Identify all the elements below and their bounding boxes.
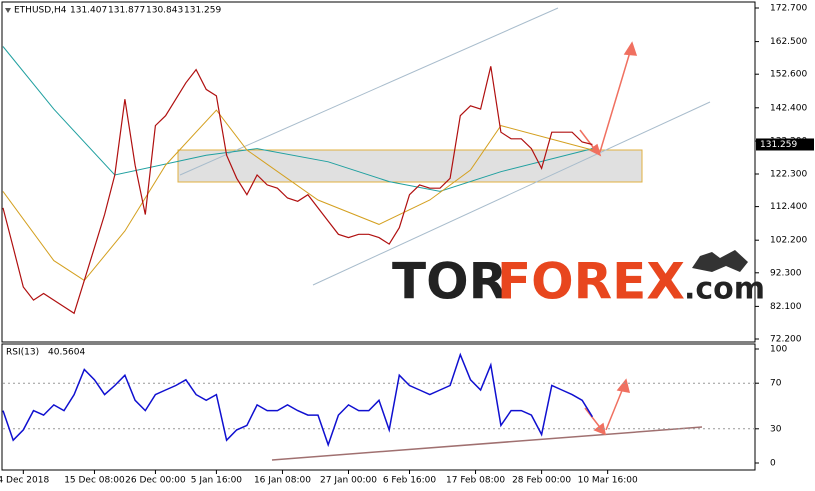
rsi-current: 40.5604	[48, 348, 85, 358]
channel-lower	[312, 101, 711, 286]
x-tick-label: 5 Jan 16:00	[191, 476, 243, 486]
y-tick-label: 142.400	[770, 103, 807, 113]
x-tick-label: 4 Dec 2018	[0, 476, 49, 486]
y-tick-label: 70	[770, 379, 782, 389]
y-tick-label: 100	[770, 345, 787, 355]
header-value: 131.259	[184, 6, 221, 16]
x-tick-label: 15 Dec 08:00	[64, 476, 125, 486]
bull-logo	[692, 250, 748, 272]
watermark: TOR FOREX .com	[392, 250, 765, 311]
y-tick-label: 0	[770, 459, 776, 469]
watermark-tor: TOR	[392, 253, 507, 311]
x-tick-label: 26 Dec 00:00	[125, 476, 186, 486]
support-zone	[177, 149, 643, 183]
header-value: 131.407	[70, 6, 107, 16]
header-value: 131.877	[108, 6, 145, 16]
header-value: 130.843	[146, 6, 183, 16]
rsi-line	[2, 352, 594, 448]
channel-upper	[179, 7, 559, 176]
menu-icon	[5, 8, 11, 13]
y-tick-label: 172.700	[770, 4, 807, 14]
symbol-title: ETHUSD,H4	[14, 6, 67, 16]
rsi-trendline	[271, 426, 703, 461]
watermark-forex: FOREX	[497, 253, 685, 311]
x-tick-label: 27 Jan 00:00	[320, 476, 377, 486]
current-price: 131.259	[760, 140, 797, 150]
rsi-panel	[1, 343, 756, 471]
y-tick-label: 92.300	[770, 268, 802, 278]
x-tick-label: 16 Jan 08:00	[254, 476, 311, 486]
y-tick-label: 82.100	[770, 302, 802, 312]
moving-average	[2, 46, 593, 192]
rsi-title: RSI(13)	[6, 348, 39, 358]
price-line	[2, 66, 593, 315]
price-panel	[1, 1, 756, 343]
x-tick-label: 6 Feb 16:00	[383, 476, 437, 486]
x-tick-label: 17 Feb 08:00	[446, 476, 505, 486]
y-tick-label: 30	[770, 424, 782, 434]
y-tick-label: 102.200	[770, 236, 807, 246]
y-tick-label: 112.400	[770, 202, 807, 212]
y-tick-label: 152.600	[770, 70, 807, 80]
x-tick-label: 28 Feb 00:00	[512, 476, 571, 486]
y-tick-label: 72.200	[770, 335, 802, 345]
forecast-arrows	[579, 41, 638, 436]
watermark-com: .com	[684, 272, 765, 307]
price-box	[756, 138, 814, 151]
x-tick-label: 10 Mar 16:00	[578, 476, 638, 486]
y-tick-label: 162.500	[770, 37, 807, 47]
y-tick-label: 122.300	[770, 169, 807, 179]
